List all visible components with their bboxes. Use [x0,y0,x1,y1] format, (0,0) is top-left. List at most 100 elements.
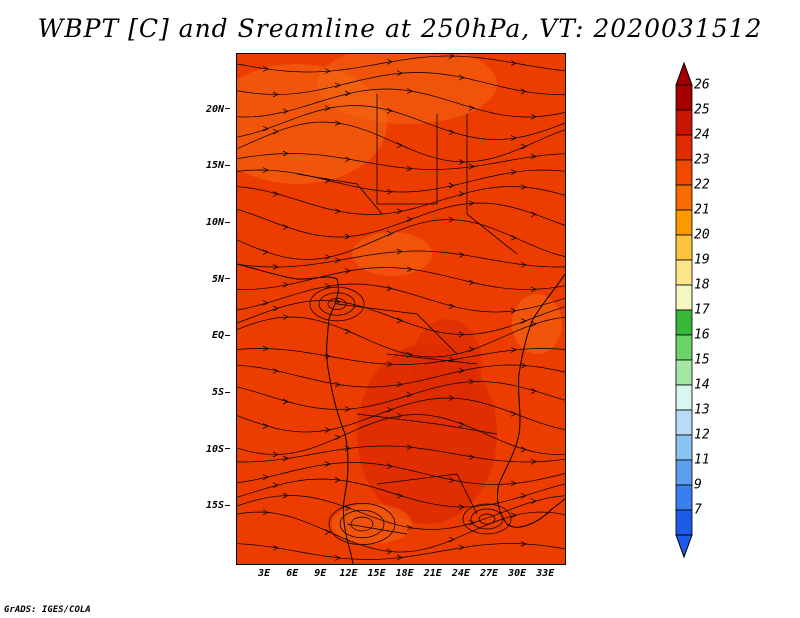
streamline-arrow [468,346,475,353]
x-tick-label: 3E [258,568,271,579]
streamline-arrow [282,314,289,320]
vortex-ring [478,513,496,525]
streamline-arrow [272,368,279,374]
colorbar-label: 17 [694,302,710,318]
streamline-arrow [396,248,403,255]
streamline-arrow [530,321,537,327]
streamline-arrow [334,381,341,388]
streamline-arrow [468,163,475,170]
streamline [237,414,565,455]
colorbar-label: 23 [694,152,710,168]
streamline-arrow [262,167,269,173]
wbpt-warm-region-east [412,319,482,409]
streamline-arrow [334,82,341,89]
colorbar-box [675,109,693,136]
streamline-arrow [458,331,465,338]
streamline-arrow [530,498,537,504]
colorbar-label: 26 [694,77,710,93]
streamline-arrow [520,446,527,453]
streamline-arrow [458,421,465,428]
colorbar-box [675,84,693,111]
colorbar-label: 7 [694,502,702,518]
streamline-arrow [324,283,331,289]
streamline-arrow [386,285,393,292]
streamline [237,219,565,260]
colorbar [675,61,693,559]
streamline-arrow [282,108,289,115]
streamline [237,511,565,553]
streamline-arrow [458,190,465,197]
streamline-arrow [520,541,527,547]
colorbar-box [675,409,693,436]
streamline [237,202,565,238]
vortex-ring [328,503,396,545]
streamline-arrow [344,90,351,97]
streamline-arrow [324,68,331,74]
colorbar-box [675,459,693,486]
colorbar-box [675,434,693,461]
streamline-arrow [334,434,341,441]
streamline-arrow [282,492,289,499]
streamline [237,186,565,215]
streamline-arrow [406,524,413,531]
colorbar-label: 12 [694,427,710,443]
streamline-map [237,54,565,564]
colorbar-box [675,259,693,286]
colorbar-label: 21 [694,202,710,218]
colorbar-boxes [675,84,693,536]
streamline-arrow [324,461,331,467]
streamline-arrow [272,128,279,135]
streamline-arrow [334,477,341,483]
streamline-arrow [282,398,289,405]
streamline-arrow [458,504,465,510]
streamline-arrow [520,262,527,268]
streamline-arrow [324,427,331,433]
colorbar-box [675,159,693,186]
streamline [237,121,565,163]
streamline-arrow [458,74,465,81]
streamline-arrow [386,107,393,114]
wbpt-cooler-region-south [332,504,412,544]
streamline-arrow [458,544,465,551]
streamline-arrow [262,345,269,352]
y-tick-label: EQ [212,330,230,341]
streamline-arrow [262,66,269,72]
streamline-arrow [406,165,413,172]
streamline-arrow [520,492,527,499]
streamline-arrow [406,266,413,273]
y-tick-label: 5S [212,387,230,398]
streamline [237,267,565,290]
streamline-arrow [468,200,475,207]
streamline-arrow [396,70,403,77]
wbpt-cooler-region-sahara [317,54,497,124]
streamline-arrow [468,454,475,460]
streamline-arrow [262,249,269,255]
colorbar-box [675,284,693,311]
streamline-arrow [386,188,393,195]
streamline-arrow [520,362,527,369]
streamline-arrow [530,153,537,160]
streamline [237,397,565,433]
streamline-arrow [448,182,455,189]
streamline-arrow [324,254,331,260]
streamline-arrow [386,361,393,368]
streamline-arrow [396,208,403,215]
streamline [237,105,565,140]
streamline-arrow [510,347,517,353]
streamline-arrow [458,159,465,165]
streamline [237,348,565,365]
colorbar-label: 24 [694,127,710,143]
streamline-arrow [344,328,351,335]
streamline-arrow [448,303,455,310]
streamline-arrow [530,388,537,394]
y-tick-label: 20N [206,104,230,115]
streamline-arrow [396,142,403,149]
colorbar-label: 19 [694,252,710,268]
map-panel [236,53,566,565]
colorbar-label: 14 [694,377,710,393]
streamline-arrow [510,169,517,175]
streamline-arrow [468,519,475,526]
colorbar-box [675,334,693,361]
streamline-arrow [510,410,517,417]
streamline-arrow [344,156,351,163]
